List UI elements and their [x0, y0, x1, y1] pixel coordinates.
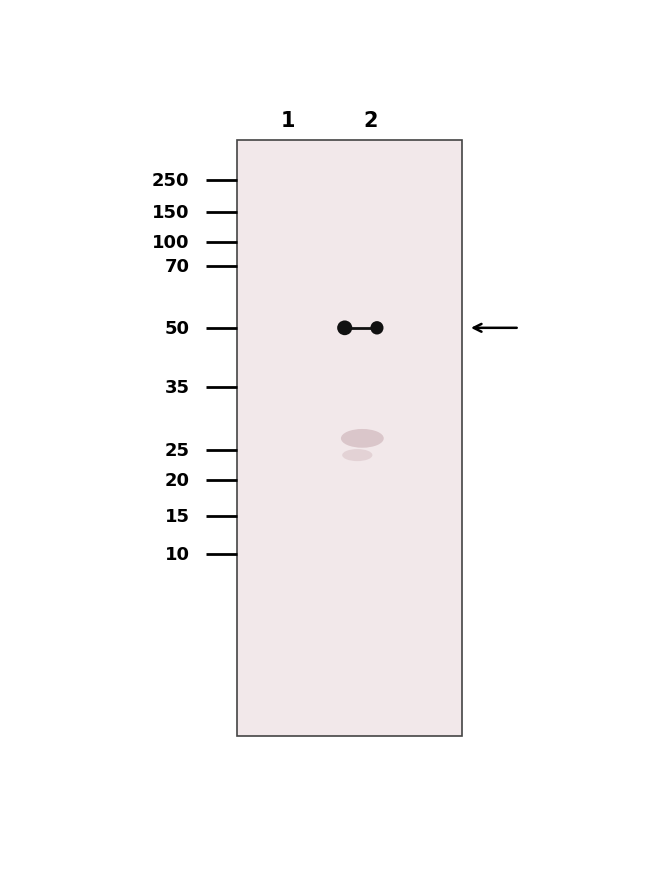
Text: 250: 250	[152, 172, 190, 190]
Text: 2: 2	[363, 111, 378, 131]
Ellipse shape	[370, 322, 383, 335]
Text: 25: 25	[164, 441, 190, 459]
Bar	[237, 141, 462, 737]
Ellipse shape	[342, 449, 372, 461]
Text: 10: 10	[164, 545, 190, 563]
Ellipse shape	[341, 429, 383, 448]
Ellipse shape	[337, 321, 352, 335]
Text: 15: 15	[164, 507, 190, 526]
Text: 20: 20	[164, 471, 190, 489]
Text: 35: 35	[164, 378, 190, 396]
Text: 150: 150	[152, 203, 190, 222]
Text: 100: 100	[152, 234, 190, 252]
Text: 1: 1	[281, 111, 295, 131]
Text: 70: 70	[164, 258, 190, 275]
Text: 50: 50	[164, 320, 190, 337]
